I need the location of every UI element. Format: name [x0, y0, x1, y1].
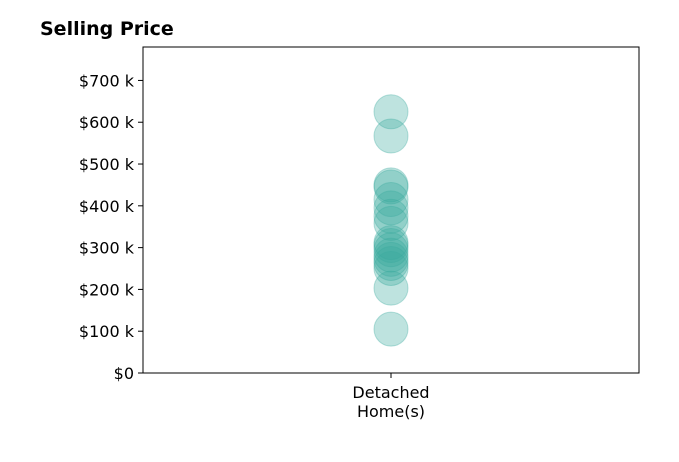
data-point	[373, 270, 409, 306]
data-point	[373, 118, 409, 154]
data-point	[373, 190, 409, 226]
data-point	[373, 198, 409, 234]
data-point	[373, 311, 409, 347]
y-tick-label: $300 k	[79, 239, 135, 258]
y-tick-label: $0	[114, 364, 134, 383]
data-point	[373, 228, 409, 264]
data-point	[373, 169, 409, 205]
y-axis: $0 $100 k $200 k $300 k $400 k $500 k $600 k $7…	[79, 71, 143, 383]
data-point	[373, 94, 409, 130]
y-tick-label: $100 k	[79, 322, 135, 341]
data-point	[373, 237, 409, 273]
data-point	[373, 232, 409, 268]
data-point	[373, 225, 409, 261]
x-axis: Detached Home(s)	[352, 373, 430, 421]
x-category-label-line: Home(s)	[357, 402, 425, 421]
y-tick-label: $600 k	[79, 113, 135, 132]
data-points	[373, 94, 409, 347]
data-point	[373, 182, 409, 218]
chart-title: Selling Price	[40, 18, 174, 40]
y-tick-label: $200 k	[79, 280, 135, 299]
y-tick-label: $700 k	[79, 71, 135, 90]
data-point	[373, 167, 409, 203]
x-category-label-line: Detached	[352, 383, 429, 402]
y-tick-label: $400 k	[79, 197, 135, 216]
data-point	[373, 251, 409, 287]
x-category-label: Detached Home(s)	[352, 383, 429, 421]
data-point	[373, 205, 409, 241]
y-tick-label: $500 k	[79, 155, 135, 174]
data-point	[373, 245, 409, 281]
data-point	[373, 241, 409, 277]
